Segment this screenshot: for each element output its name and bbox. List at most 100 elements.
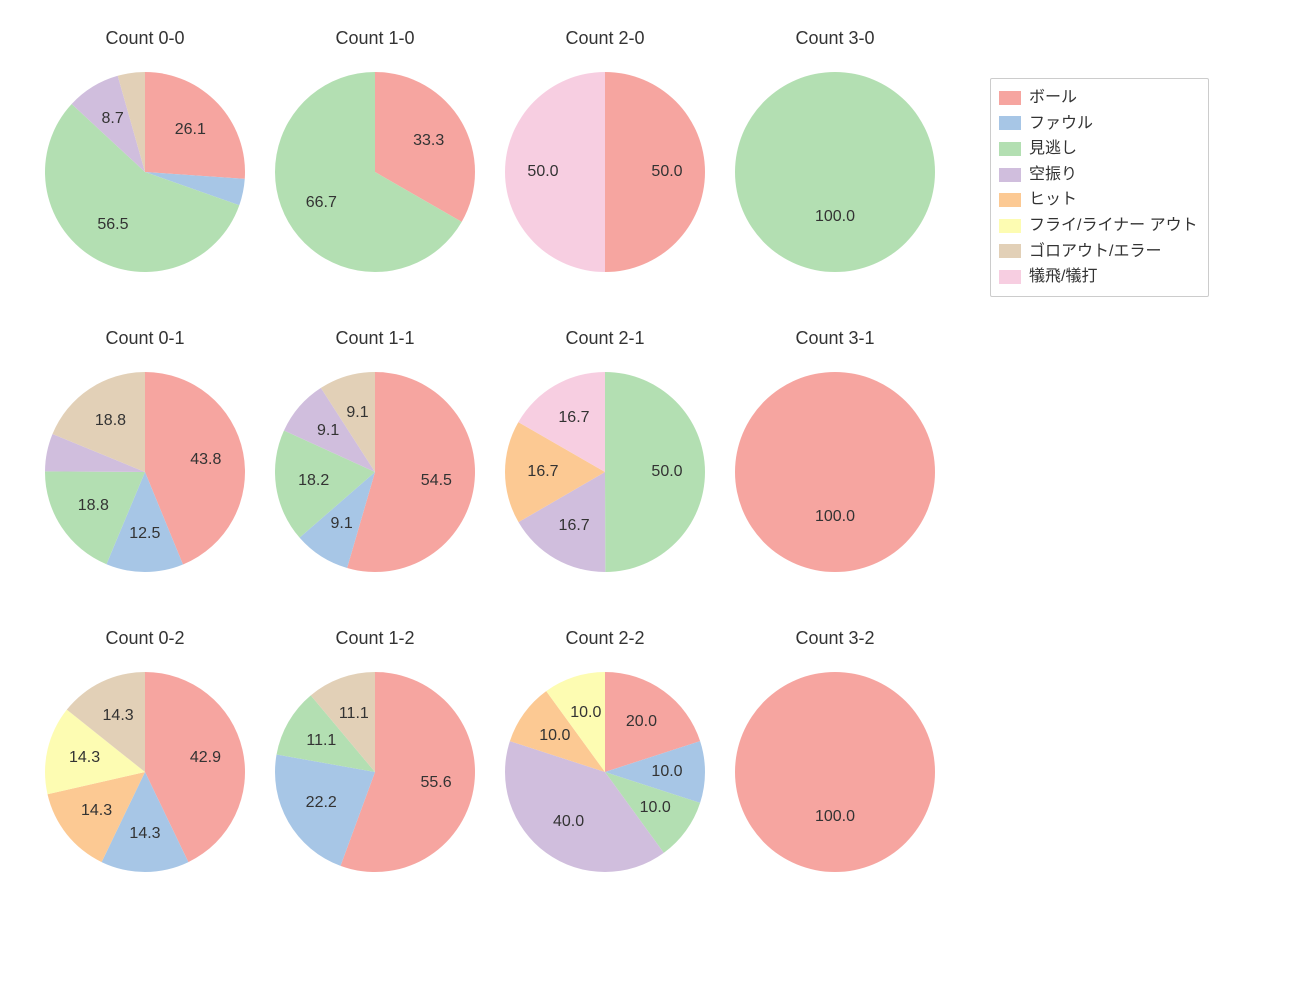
chart-panel: Count 1-154.59.118.29.19.1 <box>260 316 490 616</box>
legend-swatch <box>999 168 1021 182</box>
chart-title: Count 2-0 <box>490 28 720 49</box>
chart-panel: Count 0-242.914.314.314.314.3 <box>30 616 260 916</box>
pie-slice-label: 100.0 <box>815 508 855 526</box>
chart-title: Count 0-0 <box>30 28 260 49</box>
legend-item: ボール <box>999 85 1198 111</box>
chart-title: Count 3-2 <box>720 628 950 649</box>
pie-chart <box>275 72 475 272</box>
pie-slice-label: 18.2 <box>298 472 329 490</box>
pie-slice <box>735 672 935 872</box>
pie-slice-label: 10.0 <box>570 704 601 722</box>
pie-slice <box>735 72 935 272</box>
legend-item: 空振り <box>999 162 1198 188</box>
pie-slice-label: 10.0 <box>651 763 682 781</box>
pie-slice-label: 10.0 <box>640 799 671 817</box>
legend-item: フライ/ライナー アウト <box>999 213 1198 239</box>
pie-slice-label: 10.0 <box>539 727 570 745</box>
legend-item: 犠飛/犠打 <box>999 264 1198 290</box>
pie-slice-label: 20.0 <box>626 713 657 731</box>
pie-slice-label: 42.9 <box>190 749 221 767</box>
chart-title: Count 0-1 <box>30 328 260 349</box>
chart-panel: Count 2-220.010.010.040.010.010.0 <box>490 616 720 916</box>
pie-slice-label: 100.0 <box>815 208 855 226</box>
legend-item: ゴロアウト/エラー <box>999 239 1198 265</box>
pie-slice-label: 16.7 <box>558 409 589 427</box>
pie-slice-label: 50.0 <box>527 163 558 181</box>
pie-slice-label: 18.8 <box>95 412 126 430</box>
pie-slice-label: 43.8 <box>190 451 221 469</box>
chart-panel: Count 1-2 55.6 22.2 11.111.1 <box>260 616 490 916</box>
pie-slice-label: 54.5 <box>421 472 452 490</box>
legend-swatch <box>999 270 1021 284</box>
pie-slice-label: 22.2 <box>306 794 337 812</box>
legend-swatch <box>999 116 1021 130</box>
chart-title: Count 3-1 <box>720 328 950 349</box>
legend-item: ヒット <box>999 187 1198 213</box>
chart-grid: Count 0-026.156.58.7Count 1-033.366.7Cou… <box>0 0 1300 1000</box>
pie-slice-label: 50.0 <box>651 163 682 181</box>
pie-slice-label: 55.6 <box>420 774 451 792</box>
pie-chart <box>735 372 935 572</box>
pie-chart <box>275 672 475 872</box>
pie-slice-label: 14.3 <box>81 802 112 820</box>
pie-wrap: 100.0 <box>735 372 935 572</box>
pie-chart <box>735 72 935 272</box>
pie-slice-label: 14.3 <box>129 825 160 843</box>
legend-label: ヒット <box>1029 187 1077 213</box>
pie-wrap: 100.0 <box>735 672 935 872</box>
pie-slice-label: 11.1 <box>306 732 336 750</box>
legend-label: 犠飛/犠打 <box>1029 264 1097 290</box>
legend-swatch <box>999 244 1021 258</box>
pie-slice-label: 9.1 <box>317 422 339 440</box>
pie-chart <box>735 672 935 872</box>
pie-wrap: 50.0 16.7 16.7 16.7 <box>505 372 705 572</box>
legend-label: 空振り <box>1029 162 1077 188</box>
pie-slice-label: 9.1 <box>346 404 368 422</box>
legend-label: 見逃し <box>1029 136 1077 162</box>
pie-wrap: 100.0 <box>735 72 935 272</box>
pie-slice-label: 16.7 <box>559 517 590 535</box>
chart-title: Count 3-0 <box>720 28 950 49</box>
chart-panel: Count 3-2 100.0 <box>720 616 950 916</box>
legend-swatch <box>999 193 1021 207</box>
legend-swatch <box>999 142 1021 156</box>
pie-slice-label: 16.7 <box>527 463 558 481</box>
pie-wrap: 50.0 50.0 <box>505 72 705 272</box>
pie-wrap: 43.8 12.5 18.8 18.8 <box>45 372 245 572</box>
chart-panel: Count 0-1 43.8 12.5 18.8 18.8 <box>30 316 260 616</box>
legend: ボールファウル見逃し空振りヒットフライ/ライナー アウトゴロアウト/エラー犠飛/… <box>990 78 1209 297</box>
pie-slice-label: 100.0 <box>815 808 855 826</box>
pie-slice-label: 11.1 <box>339 705 369 723</box>
chart-panel: Count 3-0 100.0 <box>720 16 950 316</box>
pie-slice-label: 40.0 <box>553 813 584 831</box>
chart-panel: Count 1-033.366.7 <box>260 16 490 316</box>
pie-slice-label: 56.5 <box>97 216 128 234</box>
pie-wrap: 26.1 56.5 8.7 <box>45 72 245 272</box>
pie-slice-label: 33.3 <box>413 132 444 150</box>
legend-label: フライ/ライナー アウト <box>1029 213 1198 239</box>
legend-label: ゴロアウト/エラー <box>1029 239 1161 265</box>
pie-chart <box>45 72 245 272</box>
chart-panel: Count 3-1 100.0 <box>720 316 950 616</box>
legend-item: ファウル <box>999 111 1198 137</box>
pie-slice-label: 66.7 <box>306 194 337 212</box>
legend-swatch <box>999 91 1021 105</box>
pie-slice-label: 26.1 <box>175 121 206 139</box>
legend-label: ファウル <box>1029 111 1093 137</box>
pie-wrap: 33.3 66.7 <box>275 72 475 272</box>
pie-wrap: 20.010.010.040.010.010.0 <box>505 672 705 872</box>
pie-slice-label: 8.7 <box>101 110 123 128</box>
pie-wrap: 42.9 14.3 14.3 14.3 14.3 <box>45 672 245 872</box>
pie-slice-label: 50.0 <box>651 463 682 481</box>
legend-label: ボール <box>1029 85 1077 111</box>
chart-panel: Count 2-0 50.0 50.0 <box>490 16 720 316</box>
pie-slice-label: 14.3 <box>103 707 134 725</box>
pie-slice-label: 12.5 <box>129 525 160 543</box>
chart-panel: Count 0-0 26.1 56.5 8.7 <box>30 16 260 316</box>
legend-item: 見逃し <box>999 136 1198 162</box>
pie-wrap: 55.6 22.2 11.111.1 <box>275 672 475 872</box>
pie-slice-label: 14.3 <box>69 749 100 767</box>
chart-title: Count 1-2 <box>260 628 490 649</box>
chart-title: Count 1-1 <box>260 328 490 349</box>
pie-slice-label: 18.8 <box>78 497 109 515</box>
